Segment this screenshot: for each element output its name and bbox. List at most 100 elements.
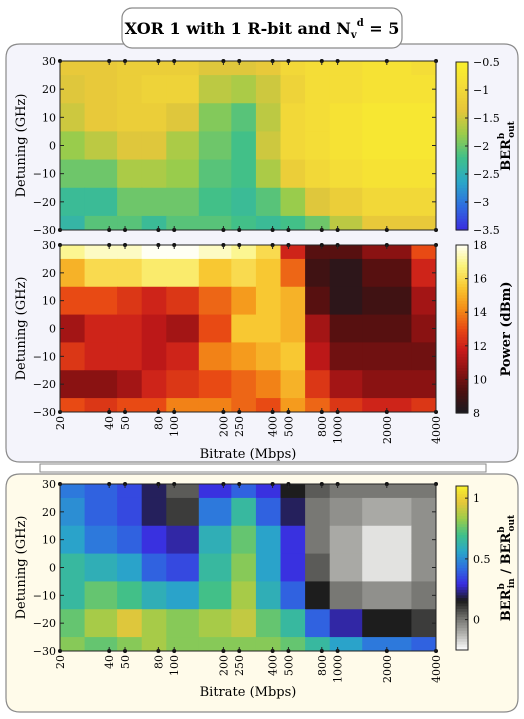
- heatmap-cell: [280, 159, 306, 189]
- heatmap-cell: [117, 497, 143, 527]
- colorbar: 0 0.5 1 BERbin / BERbout: [455, 485, 517, 651]
- heatmap-cell: [117, 61, 143, 76]
- heatmap-cell: [329, 553, 363, 582]
- heatmap-cell: [329, 61, 363, 76]
- heatmap-cell: [329, 131, 363, 161]
- heatmap-cell: [117, 370, 143, 399]
- heatmap-cell: [329, 103, 363, 132]
- heatmap-cell: [198, 370, 232, 399]
- heatmap-cell: [411, 370, 436, 399]
- heatmap-cell: [84, 525, 118, 555]
- heatmap-cell: [84, 258, 118, 288]
- y-tick-label: −30: [33, 224, 56, 237]
- heatmap-cell: [280, 609, 306, 638]
- x-tick-label: 4000: [430, 416, 443, 444]
- heatmap-cell: [329, 637, 363, 651]
- heatmap-cell: [362, 314, 412, 343]
- colorbar: 8 10 12 14 16 18 Power (dBm): [455, 239, 514, 420]
- heatmap-cell: [141, 398, 167, 412]
- heatmap-cell: [60, 159, 86, 189]
- x-tick-label: 2000: [381, 416, 394, 444]
- heatmap-cell: [305, 525, 331, 555]
- heatmap-cell: [255, 497, 282, 527]
- heatmap-cell: [198, 525, 232, 555]
- y-tick-label: 20: [42, 506, 56, 519]
- y-tick-label: 0: [49, 562, 56, 575]
- heatmap-cell: [117, 258, 143, 288]
- colorbar: −3.5 −3 −2.5 −2 −1.5 −1 −0.5 BERbout: [455, 56, 517, 237]
- heatmap-cell: [198, 75, 232, 104]
- y-tick-label: 10: [42, 534, 56, 547]
- heatmap-cell: [198, 187, 232, 217]
- heatmap-cell: [60, 103, 86, 132]
- heatmap-cell: [84, 75, 118, 104]
- heatmap-cell: [305, 342, 331, 371]
- heatmap-cell: [329, 484, 363, 499]
- heatmap-cell: [166, 245, 200, 260]
- heatmap-cell: [84, 637, 118, 651]
- heatmap-cell: [84, 215, 118, 230]
- heatmap-cell: [362, 581, 412, 610]
- heatmap-cell: [84, 245, 118, 260]
- heatmap-cell: [231, 553, 257, 582]
- heatmap-cell: [231, 370, 257, 399]
- heatmap-cell: [84, 286, 118, 316]
- heatmap-cell: [231, 314, 257, 343]
- heatmap-cell: [255, 314, 282, 343]
- heatmap-cell: [117, 637, 143, 651]
- x-axis-label: Bitrate (Mbps): [200, 685, 297, 700]
- heatmap-cell: [411, 245, 436, 260]
- figure-title: XOR 1 with 1 R-bit and Nvd = 5: [125, 18, 400, 41]
- x-tick-label: 20: [54, 416, 67, 430]
- y-tick-label: −30: [33, 645, 56, 658]
- y-tick-label: 30: [42, 55, 56, 68]
- heatmap-cell: [329, 497, 363, 527]
- heatmap-cell: [362, 609, 412, 638]
- heatmap-cell: [362, 159, 412, 189]
- heatmap-cell: [198, 342, 232, 371]
- heatmap-cell: [231, 398, 257, 412]
- colorbar-tick-label: −1: [473, 84, 489, 97]
- heatmap-cell: [329, 75, 363, 104]
- heatmap-cell: [329, 286, 363, 316]
- heatmap-cell: [166, 103, 200, 132]
- heatmap-cell: [411, 581, 436, 610]
- heatmap-cell: [362, 286, 412, 316]
- y-tick-label: 20: [42, 83, 56, 96]
- heatmap-cell: [231, 525, 257, 555]
- heatmap-cell: [84, 398, 118, 412]
- heatmap-cell: [198, 159, 232, 189]
- heatmap-cell: [231, 484, 257, 499]
- heatmap-cell: [280, 342, 306, 371]
- heatmap-cell: [141, 75, 167, 104]
- heatmap-cell: [411, 286, 436, 316]
- heatmap-cell: [60, 131, 86, 161]
- heatmap-cell: [411, 398, 436, 412]
- heatmap-cell: [198, 398, 232, 412]
- heatmap-cell: [231, 103, 257, 132]
- y-tick-label: −10: [33, 168, 56, 181]
- colorbar-tick-label: −1.5: [473, 112, 500, 125]
- title-box: [121, 7, 403, 49]
- heatmap-cell: [411, 159, 436, 189]
- heatmap-cell: [166, 215, 200, 230]
- heatmap-cell: [198, 484, 232, 499]
- heatmap-cell: [84, 553, 118, 582]
- heatmap-cell: [411, 131, 436, 161]
- heatmap-cell: [305, 497, 331, 527]
- heatmap-cell: [117, 525, 143, 555]
- heatmap-cell: [117, 187, 143, 217]
- heatmap-cell: [141, 286, 167, 316]
- heatmap-cell: [231, 245, 257, 260]
- heatmap-cell: [255, 370, 282, 399]
- heatmap-cell: [198, 553, 232, 582]
- heatmap-cell: [141, 258, 167, 288]
- heatmap-cell: [166, 75, 200, 104]
- heatmap-cell: [255, 525, 282, 555]
- heatmap-cell: [411, 103, 436, 132]
- heatmap-cell: [362, 525, 412, 555]
- heatmap-cell: [60, 581, 86, 610]
- heatmap-cell: [60, 342, 86, 371]
